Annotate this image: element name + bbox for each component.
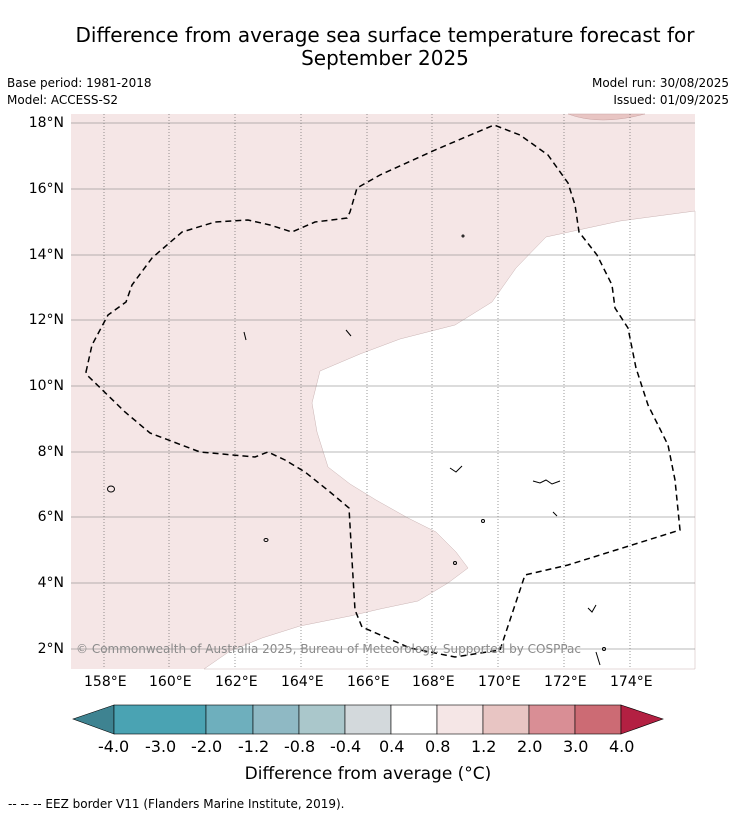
colorbar-label: 0.4 (379, 737, 405, 756)
colorbar-title: Difference from average (°C) (244, 764, 492, 784)
colorbar-bin-6 (390, 704, 438, 735)
latitude-gridlines (71, 122, 695, 650)
colorbar-label: -4.0 (98, 737, 130, 756)
colorbar-bin-8 (482, 704, 530, 735)
colorbar-label: -3.0 (145, 737, 177, 756)
lat-label-2n: 2°N (37, 641, 64, 657)
lon-label-166e: 166°E (347, 674, 390, 690)
colorbar-bin-4 (298, 704, 346, 735)
colorbar-label: 4.0 (609, 737, 635, 756)
warm-patch (567, 113, 646, 121)
islands (107, 234, 606, 666)
lon-label-162e: 162°E (215, 674, 258, 690)
eez-legend-note: -- -- -- EEZ border V11 (Flanders Marine… (8, 797, 345, 811)
colorbar-extend-low (72, 704, 115, 735)
lat-label-16n: 16°N (28, 181, 64, 197)
lat-label-12n: 12°N (28, 312, 64, 328)
lon-label-168e: 168°E (412, 674, 455, 690)
model-name: Model: ACCESS-S2 (7, 93, 119, 107)
lat-label-8n: 8°N (37, 444, 64, 460)
colorbar-label: -1.2 (238, 737, 270, 756)
lat-label-4n: 4°N (37, 575, 64, 591)
copyright-watermark: © Commonwealth of Australia 2025, Bureau… (76, 642, 581, 656)
colorbar-label: -0.8 (284, 737, 316, 756)
colorbar-bin-10 (574, 704, 622, 735)
chart-title-line2: September 2025 (301, 46, 469, 70)
colorbar-extend-high (620, 704, 664, 735)
lon-label-164e: 164°E (281, 674, 324, 690)
colorbar-label: -0.4 (330, 737, 362, 756)
colorbar-label: 1.2 (471, 737, 497, 756)
lat-label-14n: 14°N (28, 247, 64, 263)
lat-label-6n: 6°N (37, 509, 64, 525)
lon-label-172e: 172°E (544, 674, 587, 690)
colorbar-label: 2.0 (517, 737, 543, 756)
lat-label-18n: 18°N (28, 115, 64, 131)
near-average-region (203, 210, 696, 670)
issued-date: Issued: 01/09/2025 (613, 93, 729, 107)
colorbar-label: 3.0 (563, 737, 589, 756)
lon-label-170e: 170°E (478, 674, 521, 690)
base-period: Base period: 1981-2018 (7, 76, 152, 90)
eez-border (85, 124, 681, 658)
colorbar (72, 704, 664, 735)
colorbar-bin-7 (436, 704, 484, 735)
colorbar-bin-1 (113, 704, 207, 735)
lat-label-10n: 10°N (28, 378, 64, 394)
lon-label-174e: 174°E (610, 674, 653, 690)
colorbar-bin-9 (528, 704, 576, 735)
model-run: Model run: 30/08/2025 (591, 76, 729, 90)
colorbar-bin-2 (205, 704, 254, 735)
colorbar-label: 0.8 (425, 737, 451, 756)
colorbar-bin-3 (252, 704, 300, 735)
lon-label-158e: 158°E (84, 674, 127, 690)
chart-title-line1: Difference from average sea surface temp… (75, 23, 695, 47)
colorbar-bin-5 (344, 704, 392, 735)
longitude-gridlines (103, 114, 631, 669)
colorbar-label: -2.0 (191, 737, 223, 756)
lon-label-160e: 160°E (149, 674, 192, 690)
